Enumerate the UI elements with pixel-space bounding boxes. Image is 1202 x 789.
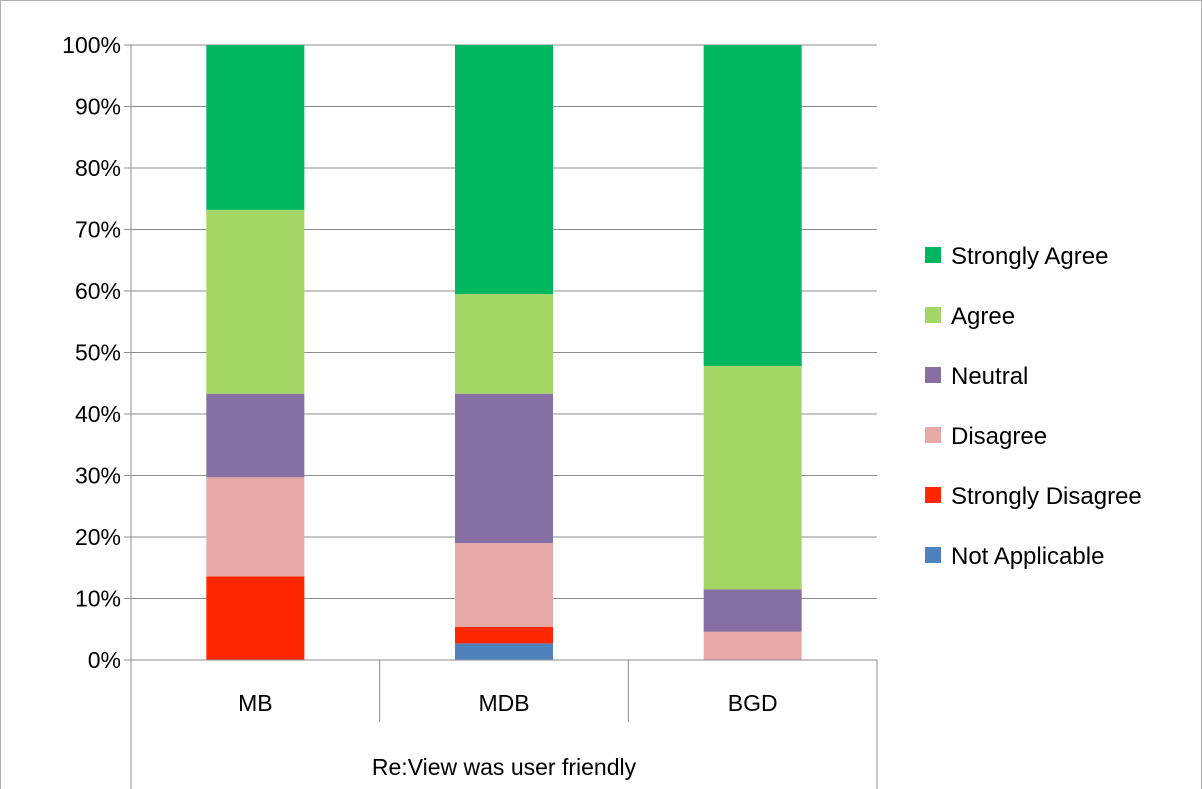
y-tick-label: 40%	[75, 401, 121, 427]
bar-segment	[703, 45, 802, 367]
bars	[206, 45, 802, 660]
bar-segment	[206, 209, 305, 394]
y-tick-label: 30%	[75, 463, 121, 489]
bar-segment	[455, 393, 553, 544]
legend-label: Agree	[951, 303, 1015, 330]
bar-segment	[703, 366, 802, 590]
y-tick-label: 20%	[75, 524, 121, 550]
legend-swatch	[925, 367, 941, 383]
legend-label: Strongly Agree	[951, 243, 1108, 270]
legend-label: Strongly Disagree	[951, 483, 1142, 510]
legend: Strongly Agree Agree Neutral Disagree Strong…	[925, 243, 1142, 570]
y-tick-label: 70%	[75, 217, 121, 243]
y-tick-label: 0%	[88, 647, 121, 673]
legend-label: Neutral	[951, 363, 1028, 390]
bar-segment	[206, 477, 305, 577]
y-tick-labels: 0% 10% 20% 30% 40% 50% 60% 70% 80% 90% 100%	[62, 32, 121, 673]
bar-segment	[455, 626, 553, 644]
bar-segment	[455, 543, 553, 627]
bar-segment	[206, 45, 305, 210]
legend-label: Not Applicable	[951, 543, 1104, 570]
bar-segment	[703, 589, 802, 632]
legend-swatch	[925, 427, 941, 443]
legend-swatch	[925, 307, 941, 323]
y-tick-label: 60%	[75, 278, 121, 304]
x-category-label: MDB	[478, 690, 529, 716]
axes	[130, 45, 878, 789]
x-group-label: Re:View was user friendly	[372, 754, 637, 780]
bar-segment	[206, 576, 305, 660]
x-category-labels: MB MDB BGD	[238, 690, 778, 716]
legend-label: Disagree	[951, 423, 1047, 450]
y-tick-label: 90%	[75, 94, 121, 120]
x-category-label: MB	[238, 690, 273, 716]
legend-swatch	[925, 247, 941, 263]
x-category-label: BGD	[728, 690, 778, 716]
y-tick-label: 50%	[75, 340, 121, 366]
bar-segment	[455, 643, 553, 660]
y-tick-label: 100%	[62, 32, 121, 58]
bar-segment	[455, 45, 553, 295]
legend-swatch	[925, 547, 941, 563]
bar-segment	[206, 393, 305, 478]
y-tick-label: 10%	[75, 586, 121, 612]
bar-segment	[703, 631, 802, 660]
y-tick-label: 80%	[75, 155, 121, 181]
legend-swatch	[925, 487, 941, 503]
bar-segment	[455, 294, 553, 394]
